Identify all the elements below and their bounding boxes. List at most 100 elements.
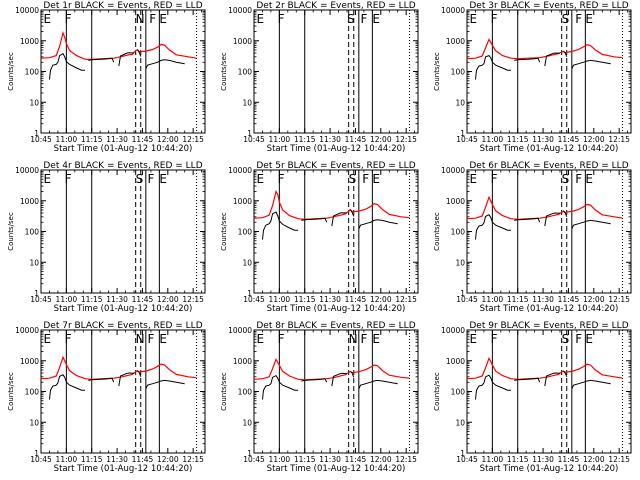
x-tick-label: 12:00 bbox=[157, 295, 179, 304]
y-tick-label: 1 bbox=[34, 129, 39, 138]
events-series-line bbox=[571, 219, 611, 230]
x-tick-label: 11:15 bbox=[81, 295, 103, 304]
x-tick-label: 11:00 bbox=[482, 135, 504, 144]
interval-marker-label: F bbox=[65, 12, 72, 26]
x-axis-label: Start Time (01-Aug-12 10:44:20) bbox=[480, 304, 619, 314]
events-series-line bbox=[358, 379, 398, 390]
y-tick-label: 100 bbox=[451, 388, 466, 397]
y-tick-label: 10 bbox=[455, 98, 465, 107]
interval-marker-label: E bbox=[159, 12, 167, 26]
y-tick-label: 1000 bbox=[446, 37, 465, 46]
events-series-line bbox=[331, 212, 348, 227]
y-tick-label: 10000 bbox=[228, 326, 252, 335]
interval-marker-label: F bbox=[65, 332, 72, 346]
y-tick-label: 10 bbox=[242, 258, 252, 267]
x-axis-label: Start Time (01-Aug-12 10:44:20) bbox=[267, 144, 406, 154]
interval-marker-label: S bbox=[347, 12, 355, 26]
x-tick-label: 10:45 bbox=[243, 455, 265, 464]
x-tick-label: 11:00 bbox=[56, 135, 78, 144]
x-tick-label: 12:00 bbox=[370, 455, 392, 464]
panel-frame bbox=[466, 329, 632, 454]
x-tick-label: 12:15 bbox=[395, 295, 417, 304]
interval-marker-label: E bbox=[159, 172, 167, 186]
x-tick-label: 11:45 bbox=[345, 455, 367, 464]
y-tick-label: 1000 bbox=[446, 197, 465, 206]
x-tick-label: 11:00 bbox=[269, 295, 291, 304]
y-tick-label: 1 bbox=[247, 449, 252, 458]
panel-det-2: Det 2r BLACK = Events, RED = LLD 1 10 100 10… bbox=[220, 1, 419, 154]
y-tick-label: 10000 bbox=[441, 6, 465, 15]
y-tick-label: 1000 bbox=[233, 197, 252, 206]
interval-marker-label: F bbox=[149, 12, 156, 26]
panel-frame bbox=[253, 169, 419, 294]
events-series-line bbox=[544, 52, 561, 67]
y-axis-label: Counts/sec bbox=[433, 212, 441, 251]
x-tick-label: 11:15 bbox=[81, 135, 103, 144]
events-series-line bbox=[262, 211, 298, 240]
interval-marker-label: F bbox=[575, 12, 582, 26]
interval-marker-label: E bbox=[257, 12, 265, 26]
panel-frame bbox=[466, 169, 632, 294]
x-tick-label: 11:45 bbox=[132, 135, 154, 144]
interval-marker-label: S bbox=[349, 172, 357, 186]
panel-title: Det 8r BLACK = Events, RED = LLD bbox=[256, 321, 415, 331]
interval-marker-label: E bbox=[44, 172, 52, 186]
x-tick-label: 12:15 bbox=[608, 135, 630, 144]
x-tick-label: 11:30 bbox=[532, 295, 554, 304]
events-series-line bbox=[349, 209, 355, 217]
interval-marker-label: S bbox=[562, 172, 570, 186]
y-tick-label: 10 bbox=[242, 418, 252, 427]
x-tick-label: 12:15 bbox=[608, 455, 630, 464]
y-tick-label: 10000 bbox=[15, 6, 39, 15]
x-tick-label: 11:00 bbox=[482, 295, 504, 304]
interval-marker-label: E bbox=[257, 332, 265, 346]
y-tick-label: 10000 bbox=[441, 166, 465, 175]
events-series-line bbox=[514, 57, 541, 63]
y-tick-label: 10000 bbox=[441, 326, 465, 335]
x-tick-label: 11:15 bbox=[507, 295, 529, 304]
y-axis-label: Counts/sec bbox=[220, 372, 228, 411]
panel-det-9: Det 9r BLACK = Events, RED = LLD 1 10 100 10… bbox=[433, 321, 632, 474]
interval-marker-label: F bbox=[575, 332, 582, 346]
panel-title: Det 5r BLACK = Events, RED = LLD bbox=[256, 161, 415, 171]
y-tick-label: 1000 bbox=[20, 37, 39, 46]
events-series-line bbox=[145, 59, 185, 70]
x-tick-label: 12:15 bbox=[395, 135, 417, 144]
events-series-line bbox=[88, 377, 115, 383]
x-tick-label: 11:15 bbox=[507, 135, 529, 144]
interval-marker-label: F bbox=[148, 332, 155, 346]
panel-title: Det 9r BLACK = Events, RED = LLD bbox=[469, 321, 628, 331]
x-tick-label: 11:00 bbox=[56, 295, 78, 304]
panel-title: Det 1r BLACK = Events, RED = LLD bbox=[43, 1, 202, 11]
events-series-line bbox=[88, 57, 115, 63]
x-tick-label: 11:30 bbox=[106, 295, 128, 304]
events-series-line bbox=[49, 53, 85, 80]
events-series-line bbox=[301, 217, 328, 223]
y-tick-label: 100 bbox=[238, 68, 253, 77]
x-tick-label: 11:15 bbox=[294, 455, 316, 464]
events-series-line bbox=[137, 370, 142, 377]
lld-series-line bbox=[466, 356, 623, 380]
events-series-line bbox=[514, 217, 541, 223]
events-series-line bbox=[544, 372, 561, 387]
y-axis-label: Counts/sec bbox=[7, 372, 15, 411]
events-series-line bbox=[49, 374, 85, 400]
panel-det-8: Det 8r BLACK = Events, RED = LLD 1 10 100 10… bbox=[220, 321, 419, 474]
y-tick-label: 100 bbox=[25, 68, 40, 77]
x-tick-label: 11:00 bbox=[269, 135, 291, 144]
y-tick-label: 100 bbox=[238, 228, 253, 237]
panel-det-5: Det 5r BLACK = Events, RED = LLD 1 10 100 10… bbox=[220, 161, 419, 314]
interval-marker-label: N bbox=[136, 12, 145, 26]
x-tick-label: 10:45 bbox=[243, 295, 265, 304]
y-tick-label: 10000 bbox=[15, 326, 39, 335]
x-tick-label: 10:45 bbox=[456, 135, 478, 144]
events-series-line bbox=[262, 374, 298, 400]
x-tick-label: 12:00 bbox=[370, 295, 392, 304]
events-series-line bbox=[136, 49, 142, 57]
panel-title: Det 7r BLACK = Events, RED = LLD bbox=[43, 321, 202, 331]
x-tick-label: 12:00 bbox=[157, 135, 179, 144]
interval-marker-label: F bbox=[491, 12, 498, 26]
y-tick-label: 100 bbox=[25, 388, 40, 397]
panel-det-4: Det 4r BLACK = Events, RED = LLD 1 10 100 10… bbox=[7, 161, 206, 314]
y-tick-label: 1000 bbox=[20, 197, 39, 206]
